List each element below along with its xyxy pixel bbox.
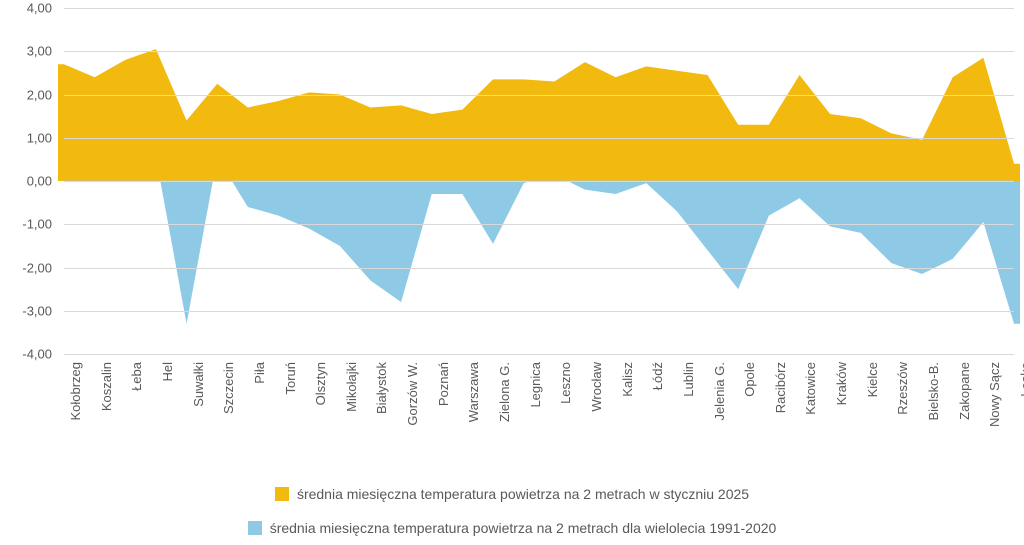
legend-swatch-1 bbox=[275, 487, 289, 501]
x-tick-label: Kraków bbox=[834, 362, 849, 405]
x-tick-label: Katowice bbox=[803, 362, 818, 415]
x-tick-label: Kielce bbox=[865, 362, 880, 397]
x-tick-label: Lublin bbox=[681, 362, 696, 397]
x-tick-label: Kalisz bbox=[620, 362, 635, 397]
x-tick-label: Rzeszów bbox=[895, 362, 910, 415]
legend-swatch-2 bbox=[248, 521, 262, 535]
x-tick-label: Bielsko-B. bbox=[926, 362, 941, 421]
x-tick-label: Gorzów W. bbox=[405, 362, 420, 426]
chart-root: -4,00-3,00-2,00-1,000,001,002,003,004,00… bbox=[0, 0, 1024, 545]
x-tick-label: Kołobrzeg bbox=[68, 362, 83, 421]
gridline bbox=[64, 95, 1014, 96]
x-tick-label: Mikołajki bbox=[344, 362, 359, 412]
x-axis-labels: Kołobrzeg Koszalin Łeba Hel Suwałki Szczecin P… bbox=[0, 0, 1024, 545]
x-tick-label: Białystok bbox=[374, 362, 389, 414]
gridline bbox=[64, 311, 1014, 312]
x-tick-label: Suwałki bbox=[191, 362, 206, 407]
x-tick-label: Lesko bbox=[1018, 362, 1024, 397]
gridline bbox=[64, 181, 1014, 182]
x-tick-label: Łódź bbox=[650, 362, 665, 390]
x-tick-label: Nowy Sącz bbox=[987, 362, 1002, 427]
legend-row-2: średnia miesięczna temperatura powietrza… bbox=[0, 516, 1024, 540]
x-tick-label: Leszno bbox=[558, 362, 573, 404]
x-tick-label: Hel bbox=[160, 362, 175, 382]
legend-row-1: średnia miesięczna temperatura powietrza… bbox=[0, 482, 1024, 506]
gridline bbox=[64, 224, 1014, 225]
x-tick-label: Olsztyn bbox=[313, 362, 328, 405]
x-tick-label: Zakopane bbox=[957, 362, 972, 420]
x-tick-label: Wrocław bbox=[589, 362, 604, 412]
legend-label-2: średnia miesięczna temperatura powietrza… bbox=[270, 520, 777, 536]
x-tick-label: Koszalin bbox=[99, 362, 114, 411]
x-tick-label: Poznań bbox=[436, 362, 451, 406]
x-tick-label: Szczecin bbox=[221, 362, 236, 414]
gridline bbox=[64, 8, 1014, 9]
x-tick-label: Legnica bbox=[528, 362, 543, 408]
x-tick-label: Zielona G. bbox=[497, 362, 512, 422]
x-tick-label: Łeba bbox=[129, 362, 144, 391]
x-tick-label: Racibórz bbox=[773, 362, 788, 413]
gridline bbox=[64, 51, 1014, 52]
x-tick-label: Jelenia G. bbox=[712, 362, 727, 421]
x-tick-label: Warszawa bbox=[466, 362, 481, 422]
x-tick-label: Piła bbox=[252, 362, 267, 384]
x-tick-label: Toruń bbox=[283, 362, 298, 395]
gridline bbox=[64, 354, 1014, 355]
legend-label-1: średnia miesięczna temperatura powietrza… bbox=[297, 486, 749, 502]
gridline bbox=[64, 138, 1014, 139]
x-tick-label: Opole bbox=[742, 362, 757, 397]
gridline bbox=[64, 268, 1014, 269]
